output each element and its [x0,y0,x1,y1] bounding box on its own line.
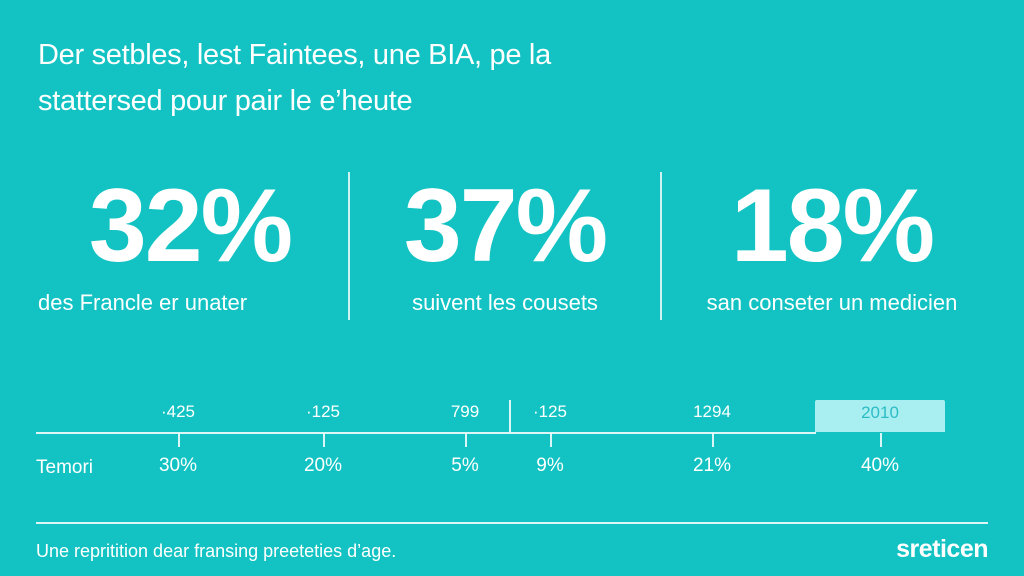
headline-line-2: stattersed pour pair le e’heute [38,85,413,117]
timeline-percent: 21% [692,455,732,476]
stat-2: 37% suivent les cousets [350,170,660,316]
stat-value: 37% [403,168,608,284]
timeline-tick [178,433,180,447]
timeline-percent: 5% [451,455,479,476]
timeline-axis [36,432,816,434]
timeline-top-label: ·125 [532,402,568,421]
timeline-percent: 30% [158,455,198,476]
timeline-tick [465,433,467,447]
timeline-top-label: ·125 [305,402,341,421]
footer-note: Une repritition dear fransing preeteties… [36,541,397,561]
timeline-tick [712,433,714,447]
stat-3: 18% san conseter un medicien [662,170,1002,316]
footer-divider [36,522,988,524]
brand-logo: sreticen [896,535,988,563]
timeline-tick [550,433,552,447]
timeline-tick [880,433,882,447]
divider [660,172,662,320]
timeline-percent: 9% [536,455,564,476]
timeline-percent: 40% [860,455,900,476]
timeline-tick [323,433,325,447]
divider [348,172,350,320]
timeline-highlight: 2010 [815,400,945,432]
timeline-top-label: 799 [450,402,480,421]
stat-caption: des Francle er unater [38,290,248,315]
timeline-percent: 20% [303,455,343,476]
timeline-top-label: 1294 [693,402,731,421]
stat-value: 32% [88,168,293,284]
stat-1: 32% des Francle er unater [30,170,350,316]
timeline-top-label: ·425 [160,402,196,421]
stat-value: 18% [730,168,935,284]
timeline-row-label: Temori [36,457,94,478]
headline-line-1: Der setbles, lest Faintees, une BIA, pe … [38,39,551,71]
headline: Der setbles, lest Faintees, une BIA, pe … [38,32,551,124]
stat-caption: san conseter un medicien [706,290,958,315]
stat-caption: suivent les cousets [412,290,598,315]
timeline-separator [509,400,511,432]
